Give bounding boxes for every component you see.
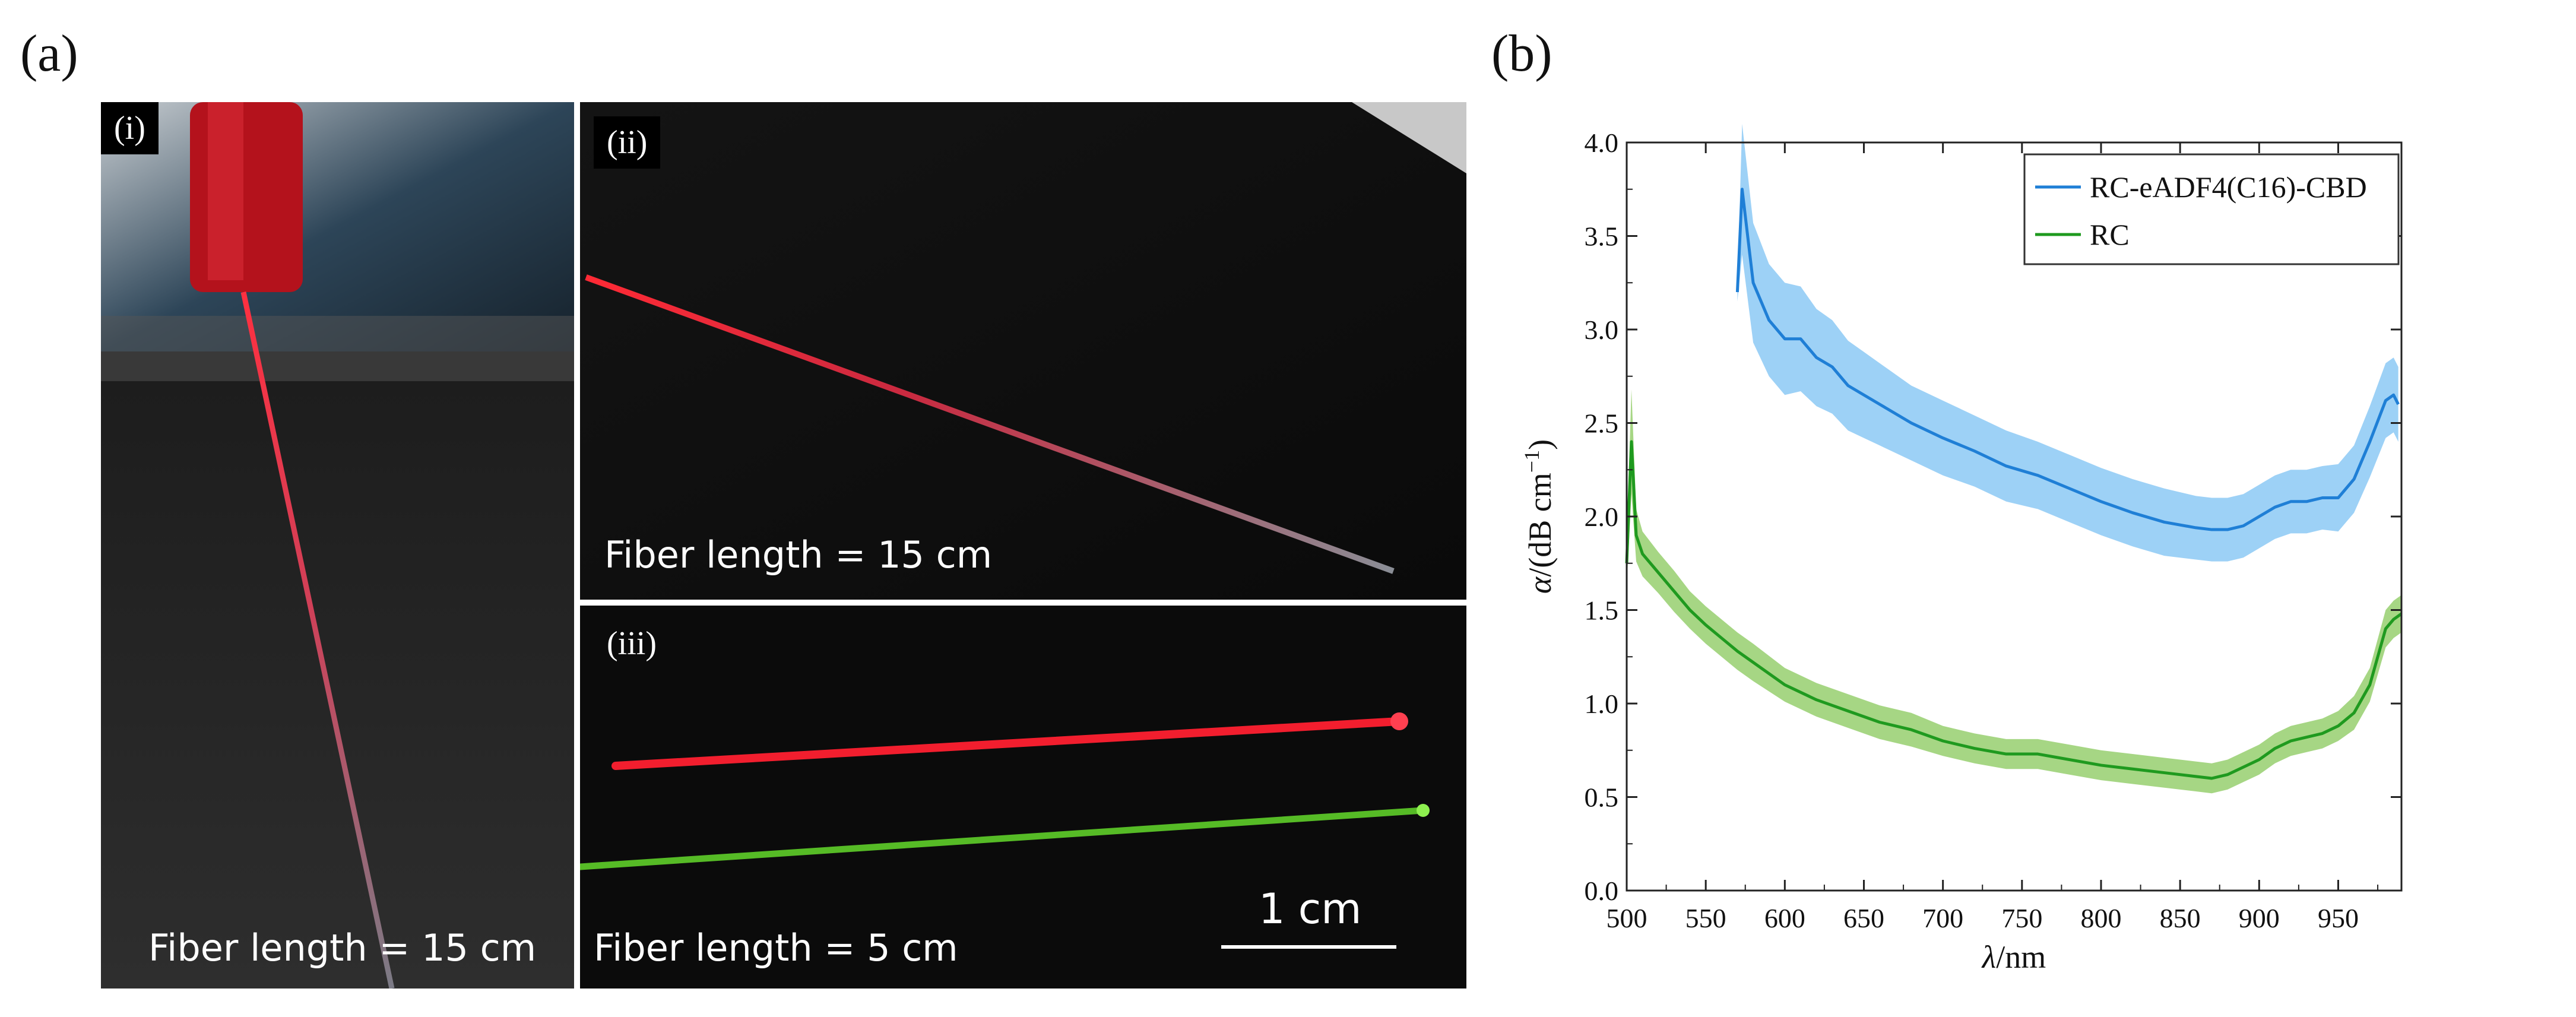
y-axis-label: α/(dB cm−1) xyxy=(1520,439,1558,594)
subpanel-i-caption: Fiber length = 15 cm xyxy=(148,926,537,970)
scalebar-label: 1 cm xyxy=(1259,885,1362,933)
y-tick-label: 2.0 xyxy=(1585,502,1619,532)
subpanel-i-tag: (i) xyxy=(101,102,159,154)
subpanel-iii-caption: Fiber length = 5 cm xyxy=(594,926,958,970)
photo-i-image xyxy=(101,102,574,989)
photo-iii-image xyxy=(580,606,1466,989)
x-tick-label: 600 xyxy=(1764,903,1805,933)
x-tick-label: 550 xyxy=(1685,903,1726,933)
y-tick-label: 3.0 xyxy=(1585,315,1619,345)
panel-a-label: (a) xyxy=(20,25,78,83)
series-band-0 xyxy=(1737,123,2398,562)
y-tick-label: 4.0 xyxy=(1585,128,1619,158)
alpha-vs-wavelength-chart: 500 550 600 650 700 750 800 850 900 950 0.0 0.5 1.0 1… xyxy=(1520,123,2403,975)
series-band-1 xyxy=(1627,389,2401,794)
photo-i xyxy=(101,102,574,989)
subpanel-ii-tag: (ii) xyxy=(594,116,661,169)
y-tick-label: 1.5 xyxy=(1585,595,1619,626)
y-tick-label: 0.0 xyxy=(1585,876,1619,906)
photo-ii-image xyxy=(580,102,1466,600)
series-line-0 xyxy=(1735,188,2400,531)
legend-label-0: RC-eADF4(C16)-CBD xyxy=(2090,170,2367,204)
subpanel-ii-caption: Fiber length = 15 cm xyxy=(604,533,993,576)
x-tick-label: 650 xyxy=(1843,903,1884,933)
panel-b-label: (b) xyxy=(1491,25,1552,83)
x-tick-label: 750 xyxy=(2001,903,2042,933)
x-tick-label: 800 xyxy=(2080,903,2121,933)
x-tick-label: 900 xyxy=(2239,903,2280,933)
subpanel-iii-tag: (iii) xyxy=(607,625,657,662)
x-tick-label: 500 xyxy=(1607,903,1647,933)
x-axis-label: λ/nm xyxy=(1981,939,2046,975)
legend-label-1: RC xyxy=(2090,218,2130,251)
legend-box xyxy=(2023,153,2400,265)
y-tick-label: 2.5 xyxy=(1585,408,1619,439)
photo-iii xyxy=(580,606,1466,989)
x-tick-label: 700 xyxy=(1922,903,1963,933)
x-tick-label: 950 xyxy=(2318,903,2359,933)
y-tick-label: 1.0 xyxy=(1585,689,1619,719)
x-tick-label: 850 xyxy=(2160,903,2201,933)
y-tick-label: 0.5 xyxy=(1585,782,1619,813)
photo-ii xyxy=(580,102,1466,600)
series-line-1 xyxy=(1625,440,2403,780)
y-tick-label: 3.5 xyxy=(1585,221,1619,252)
